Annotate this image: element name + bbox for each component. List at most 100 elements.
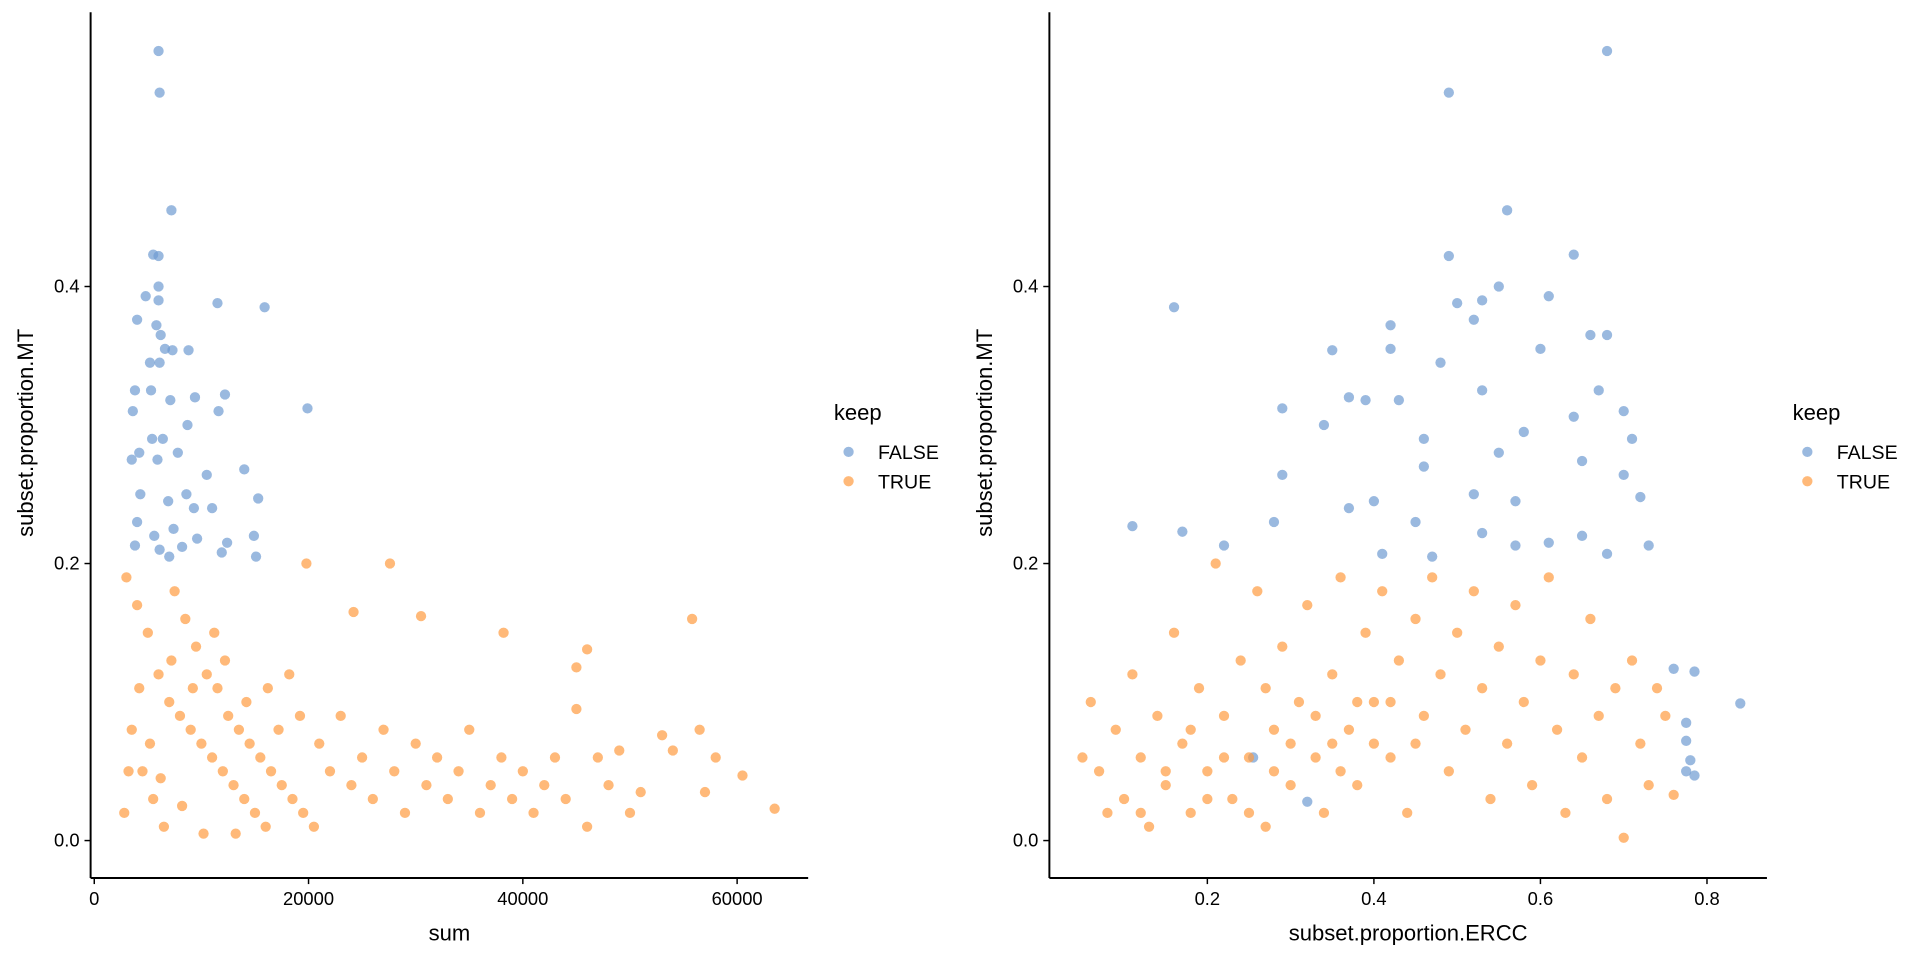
point <box>1601 329 1613 341</box>
x-tick-label: 20000 <box>283 888 334 909</box>
point <box>140 291 151 302</box>
point <box>1285 780 1296 791</box>
point <box>1601 793 1613 805</box>
point <box>1526 780 1538 791</box>
point <box>378 724 389 735</box>
point <box>348 606 359 618</box>
point <box>228 780 239 791</box>
point <box>158 821 170 832</box>
point <box>1118 793 1130 805</box>
point <box>153 295 164 306</box>
y-tick-label: 0.2 <box>54 553 80 574</box>
point <box>276 780 287 791</box>
point <box>1343 392 1355 403</box>
point <box>212 683 223 694</box>
point <box>1318 807 1330 819</box>
legend-swatch <box>1802 446 1813 457</box>
point <box>134 447 145 458</box>
point <box>1368 738 1380 749</box>
point <box>182 419 193 431</box>
point <box>1327 738 1338 749</box>
point <box>1327 345 1338 356</box>
point <box>1660 710 1671 722</box>
point <box>1510 540 1521 551</box>
point <box>453 766 464 777</box>
point <box>356 752 368 763</box>
point <box>1377 548 1388 559</box>
point <box>399 807 411 819</box>
point <box>1510 496 1521 507</box>
point <box>1393 394 1405 406</box>
point <box>144 738 156 749</box>
point <box>1568 669 1579 680</box>
point <box>1543 291 1554 302</box>
point <box>164 551 175 562</box>
point <box>169 586 180 597</box>
point <box>1452 297 1463 309</box>
point <box>239 793 250 805</box>
point <box>1160 766 1171 777</box>
point <box>549 752 561 763</box>
point <box>146 433 158 445</box>
point <box>149 530 160 541</box>
point <box>635 786 646 798</box>
legend-label: TRUE <box>1837 472 1890 494</box>
point <box>686 613 698 625</box>
point <box>284 669 295 680</box>
point <box>1576 530 1588 541</box>
point <box>1335 572 1346 583</box>
point <box>1318 419 1330 431</box>
point <box>1568 249 1579 260</box>
point <box>1243 752 1255 763</box>
legend-label: FALSE <box>878 442 939 464</box>
point <box>485 780 496 791</box>
point <box>1077 752 1088 763</box>
x-tick-label: 60000 <box>712 888 763 909</box>
point <box>1560 807 1571 819</box>
x-axis-title: subset.proportion.ERCC <box>1289 920 1528 945</box>
point <box>1735 698 1746 709</box>
point <box>624 807 636 819</box>
point <box>592 752 603 763</box>
point <box>1493 281 1504 292</box>
point <box>1543 572 1554 583</box>
y-axis-title: subset.proportion.MT <box>972 329 997 537</box>
point <box>1335 766 1346 777</box>
x-tick-label: 0 <box>89 888 99 909</box>
point <box>1168 302 1180 313</box>
point <box>239 464 250 475</box>
point <box>1177 526 1188 537</box>
point <box>1681 735 1692 746</box>
point <box>324 766 336 777</box>
point <box>415 611 427 622</box>
point <box>172 447 183 458</box>
point <box>223 710 234 722</box>
point <box>1193 683 1205 694</box>
point <box>154 357 165 368</box>
point <box>219 655 231 666</box>
point <box>151 320 162 331</box>
point <box>302 403 313 414</box>
point <box>1610 683 1621 694</box>
point <box>1418 710 1430 722</box>
point <box>1668 789 1679 800</box>
point <box>153 45 164 57</box>
point <box>1543 537 1554 548</box>
point <box>464 724 475 735</box>
point <box>474 807 486 819</box>
point <box>188 502 200 514</box>
point <box>137 766 148 777</box>
point <box>1277 403 1288 414</box>
x-tick-label: 0.2 <box>1195 888 1221 909</box>
point <box>185 724 196 735</box>
point <box>1601 45 1613 57</box>
point <box>1202 793 1213 805</box>
point <box>1227 793 1238 805</box>
point <box>176 800 188 812</box>
point <box>1310 752 1321 763</box>
point <box>233 724 245 735</box>
y-tick-label: 0.0 <box>1013 830 1039 851</box>
point <box>1385 343 1396 354</box>
